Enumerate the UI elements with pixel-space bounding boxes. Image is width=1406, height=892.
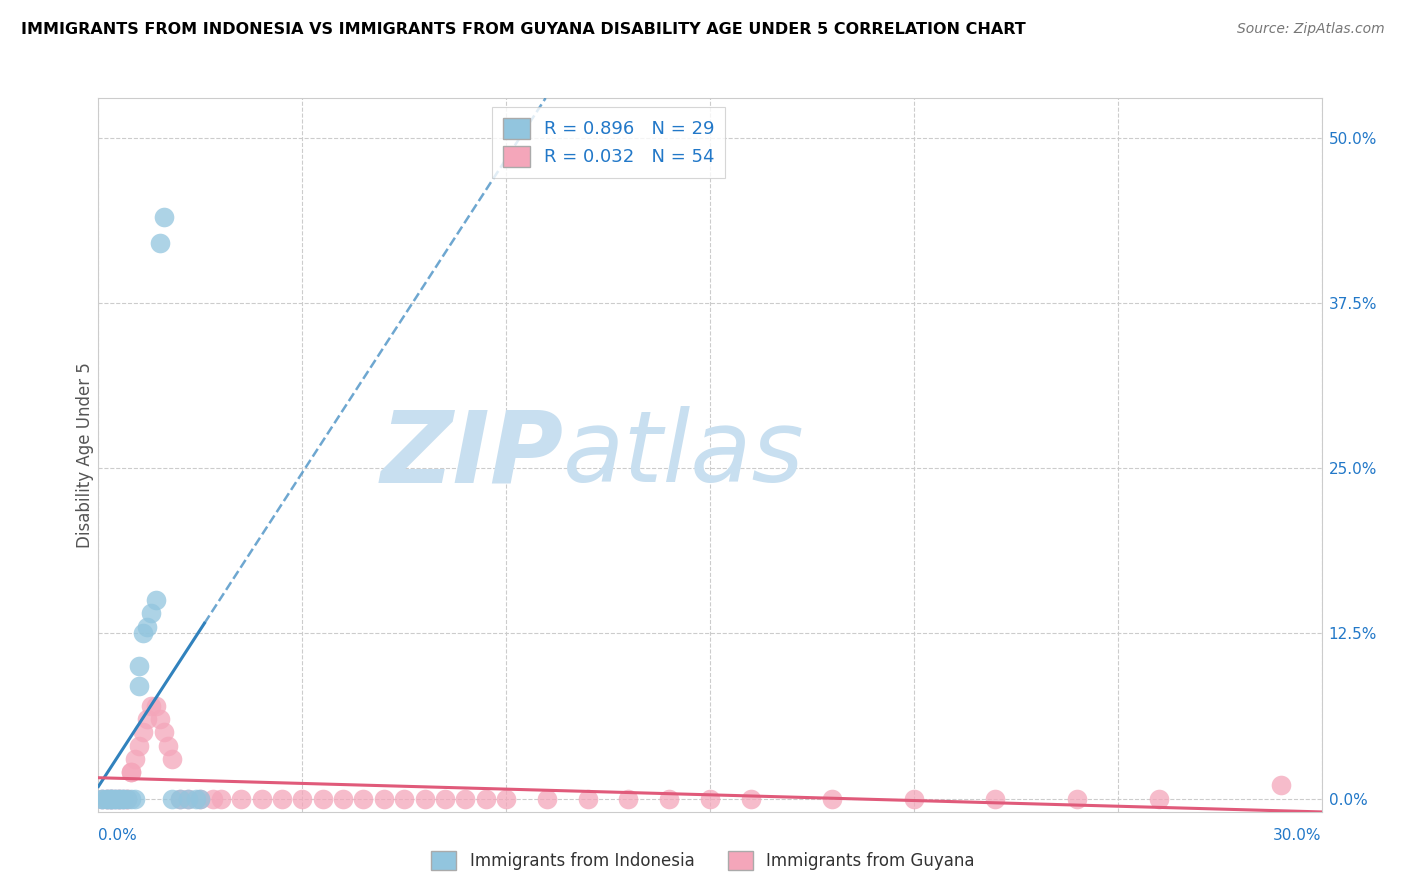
Point <box>115 791 138 805</box>
Point <box>270 791 294 805</box>
Point <box>91 791 114 805</box>
Point <box>617 791 640 805</box>
Point <box>984 791 1007 805</box>
Point <box>332 791 354 805</box>
Point <box>156 739 179 753</box>
Point <box>250 791 273 805</box>
Point <box>108 791 131 805</box>
Point <box>169 791 191 805</box>
Point <box>658 791 681 805</box>
Point <box>100 791 122 805</box>
Point <box>373 791 395 805</box>
Point <box>132 725 155 739</box>
Point <box>231 791 253 805</box>
Point <box>91 791 114 805</box>
Point <box>536 791 558 805</box>
Point <box>160 791 183 805</box>
Point <box>188 791 212 805</box>
Point <box>100 791 122 805</box>
Point <box>454 791 477 805</box>
Point <box>96 791 118 805</box>
Point <box>100 791 122 805</box>
Point <box>699 791 721 805</box>
Point <box>141 698 163 713</box>
Point <box>108 791 131 805</box>
Point <box>128 679 150 693</box>
Point <box>128 739 150 753</box>
Point <box>124 791 146 805</box>
Point <box>576 791 599 805</box>
Point <box>201 791 224 805</box>
Point <box>124 752 146 766</box>
Point <box>128 659 150 673</box>
Point <box>96 791 118 805</box>
Point <box>177 791 200 805</box>
Point <box>413 791 436 805</box>
Point <box>186 791 208 805</box>
Point <box>104 791 127 805</box>
Point <box>115 791 138 805</box>
Point <box>209 791 232 805</box>
Point <box>169 791 191 805</box>
Text: 0.0%: 0.0% <box>98 828 138 843</box>
Point <box>104 791 127 805</box>
Point <box>136 712 159 726</box>
Point <box>96 791 118 805</box>
Legend: R = 0.896   N = 29, R = 0.032   N = 54: R = 0.896 N = 29, R = 0.032 N = 54 <box>492 107 725 178</box>
Point <box>115 791 138 805</box>
Point <box>120 765 142 780</box>
Point <box>120 765 142 780</box>
Text: ZIP: ZIP <box>380 407 564 503</box>
Text: atlas: atlas <box>564 407 804 503</box>
Point <box>132 626 155 640</box>
Point <box>821 791 844 805</box>
Point <box>111 791 134 805</box>
Point <box>1270 778 1292 792</box>
Point <box>104 791 127 805</box>
Point <box>149 236 172 251</box>
Text: 30.0%: 30.0% <box>1274 828 1322 843</box>
Point <box>136 620 159 634</box>
Point <box>108 791 131 805</box>
Point <box>495 791 517 805</box>
Text: Source: ZipAtlas.com: Source: ZipAtlas.com <box>1237 22 1385 37</box>
Point <box>108 791 131 805</box>
Point <box>149 712 172 726</box>
Point <box>312 791 335 805</box>
Text: IMMIGRANTS FROM INDONESIA VS IMMIGRANTS FROM GUYANA DISABILITY AGE UNDER 5 CORRE: IMMIGRANTS FROM INDONESIA VS IMMIGRANTS … <box>21 22 1026 37</box>
Point <box>152 210 174 224</box>
Point <box>1147 791 1170 805</box>
Point <box>100 791 122 805</box>
Point <box>111 791 134 805</box>
Point <box>1066 791 1088 805</box>
Point <box>91 791 114 805</box>
Point <box>352 791 374 805</box>
Point <box>392 791 416 805</box>
Point <box>740 791 762 805</box>
Point <box>291 791 314 805</box>
Point <box>145 698 167 713</box>
Point <box>188 791 212 805</box>
Point <box>152 725 174 739</box>
Legend: Immigrants from Indonesia, Immigrants from Guyana: Immigrants from Indonesia, Immigrants fr… <box>425 844 981 877</box>
Point <box>434 791 457 805</box>
Point <box>145 593 167 607</box>
Point <box>141 607 163 621</box>
Point <box>111 791 134 805</box>
Y-axis label: Disability Age Under 5: Disability Age Under 5 <box>76 362 94 548</box>
Point <box>96 791 118 805</box>
Point <box>100 791 122 805</box>
Point <box>160 752 183 766</box>
Point <box>474 791 498 805</box>
Point <box>903 791 925 805</box>
Point <box>177 791 200 805</box>
Point <box>120 791 142 805</box>
